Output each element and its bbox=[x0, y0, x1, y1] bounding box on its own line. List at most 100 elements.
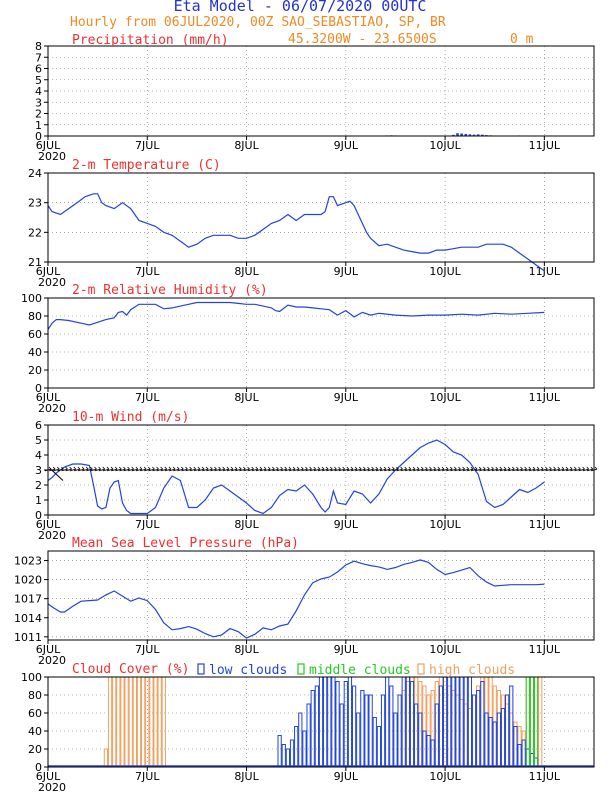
wind-barb bbox=[545, 468, 552, 472]
low-cloud-bar bbox=[463, 676, 468, 768]
x-year-label: 2020 bbox=[38, 781, 66, 792]
low-cloud-bar bbox=[521, 739, 526, 768]
wind-barb-flag bbox=[495, 466, 499, 470]
wind-barb bbox=[123, 468, 130, 472]
x-tick-label: 6JUL bbox=[36, 139, 61, 152]
panel-title: 10-m Wind (m/s) bbox=[72, 410, 189, 425]
wind-barb bbox=[441, 468, 449, 472]
wind-barb-flag bbox=[292, 466, 296, 470]
wind-barb bbox=[297, 468, 304, 472]
wind-barb-flag bbox=[201, 466, 205, 470]
wind-barb-flag bbox=[135, 466, 139, 470]
wind-barb bbox=[77, 468, 85, 472]
precip-bar bbox=[460, 133, 463, 136]
wind-barb-flag bbox=[408, 466, 412, 470]
wind-barb-flag bbox=[387, 466, 391, 470]
wind-barb bbox=[131, 468, 138, 472]
wind-barb bbox=[433, 468, 440, 472]
wind-barb bbox=[193, 468, 201, 472]
wind-barb bbox=[396, 468, 403, 472]
wind-barb-flag bbox=[131, 466, 135, 470]
panel-2: 21 22 23 24 6JUL 7JUL 8JUL 9JUL 10JUL 11JUL 2020 2-… bbox=[28, 158, 595, 289]
wind-barb-flag bbox=[210, 466, 213, 470]
x-tick-label: 9JUL bbox=[334, 770, 359, 783]
wind-barb-flag bbox=[214, 466, 217, 470]
low-cloud-bar bbox=[294, 726, 299, 768]
y-tick-label: 100 bbox=[21, 671, 42, 684]
low-cloud-bar bbox=[517, 744, 522, 768]
wind-barb bbox=[148, 468, 155, 472]
legend-label: middle clouds bbox=[309, 663, 411, 678]
wind-barb bbox=[222, 468, 229, 472]
low-cloud-bar bbox=[447, 676, 452, 768]
wind-barb bbox=[243, 468, 250, 472]
wind-barb-flag bbox=[549, 466, 552, 470]
wind-barb-flag bbox=[106, 466, 110, 470]
wind-barb-flag bbox=[81, 466, 85, 470]
x-tick-label: 11JUL bbox=[529, 139, 561, 152]
low-cloud-bar bbox=[364, 694, 369, 768]
wind-barb bbox=[86, 468, 93, 472]
wind-barb-flag bbox=[416, 466, 420, 470]
y-tick-label: 0 bbox=[35, 761, 42, 774]
wind-barb bbox=[557, 468, 565, 472]
wind-barb bbox=[384, 468, 391, 472]
wind-barb-flag bbox=[342, 466, 345, 470]
wind-barb bbox=[582, 468, 589, 472]
wind-barb-flag bbox=[61, 466, 64, 470]
wind-barb bbox=[152, 468, 159, 472]
low-cloud-bar bbox=[323, 676, 328, 768]
wind-barb bbox=[280, 468, 287, 472]
wind-barb-flag bbox=[483, 466, 486, 470]
x-tick-label: 8JUL bbox=[234, 391, 259, 404]
wind-barb-flag bbox=[234, 466, 238, 470]
x-tick-label: 8JUL bbox=[234, 139, 259, 152]
wind-barb bbox=[462, 468, 469, 472]
wind-barb-flag bbox=[263, 466, 267, 470]
wind-barb bbox=[388, 468, 395, 472]
high-cloud-bar bbox=[103, 748, 109, 768]
wind-barb bbox=[309, 468, 316, 472]
wind-barb-flag bbox=[553, 466, 556, 470]
wind-barb bbox=[487, 468, 494, 472]
wind-barb bbox=[532, 468, 540, 472]
wind-barb-flag bbox=[313, 466, 317, 470]
wind-barb-flag bbox=[259, 466, 263, 470]
wind-barb-flag bbox=[160, 466, 163, 470]
wind-barb bbox=[135, 468, 143, 472]
wind-barb-flag bbox=[354, 466, 358, 470]
wind-barb bbox=[475, 468, 482, 472]
y-tick-label: 1017 bbox=[14, 593, 42, 606]
x-tick-label: 9JUL bbox=[334, 643, 359, 656]
low-cloud-bar bbox=[405, 676, 410, 768]
wind-barb bbox=[425, 468, 432, 472]
x-tick-label: 10JUL bbox=[429, 265, 461, 278]
wind-barb-flag bbox=[338, 466, 341, 470]
high-cloud-bar bbox=[120, 676, 125, 768]
wind-arrow bbox=[49, 468, 64, 481]
low-cloud-bar bbox=[426, 735, 431, 768]
wind-barb bbox=[421, 468, 428, 472]
wind-barb-flag bbox=[545, 466, 548, 470]
low-cloud-bar bbox=[285, 748, 291, 768]
high-cloud-bar bbox=[128, 676, 133, 768]
low-cloud-bar bbox=[393, 712, 398, 768]
wind-barb-flag bbox=[247, 466, 250, 470]
wind-barb bbox=[231, 468, 238, 472]
x-tick-label: 9JUL bbox=[334, 391, 359, 404]
y-tick-label: 40 bbox=[28, 725, 42, 738]
x-tick-label: 6JUL bbox=[36, 770, 61, 783]
wind-barb bbox=[524, 468, 531, 472]
wind-barb-flag bbox=[205, 466, 209, 470]
wind-barb-flag bbox=[238, 466, 242, 470]
wind-barb-flag bbox=[114, 466, 118, 470]
high-cloud-bar bbox=[132, 676, 137, 768]
low-cloud-bar bbox=[513, 726, 518, 768]
wind-barb-flag bbox=[392, 466, 395, 470]
wind-barb bbox=[239, 468, 246, 472]
y-tick-label: 2 bbox=[35, 479, 42, 492]
low-cloud-bar bbox=[480, 681, 485, 768]
low-cloud-bar bbox=[492, 721, 497, 768]
wind-barb-flag bbox=[272, 466, 275, 470]
